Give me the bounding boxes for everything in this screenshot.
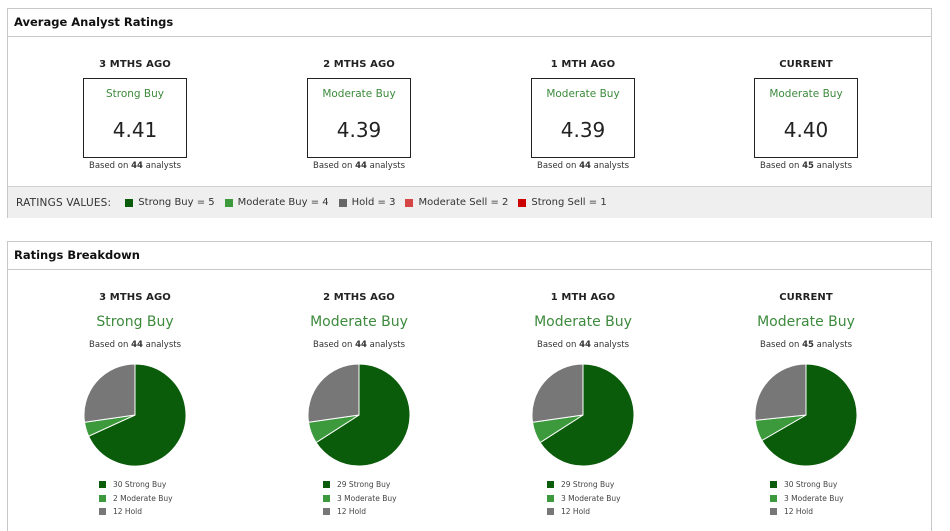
legend-hold: 12 Hold: [770, 505, 844, 519]
rating-score: 4.40: [783, 118, 829, 142]
rating-box: Moderate Buy 4.39: [307, 78, 411, 158]
rating-text: Moderate Buy: [310, 314, 408, 330]
swatch: [224, 198, 233, 207]
legend-strong-buy: 30 Strong Buy: [99, 478, 173, 492]
swatch: [518, 198, 527, 207]
slice-hold: [531, 363, 584, 423]
slice-strong-buy: [539, 363, 635, 467]
rating-text: Strong Buy: [105, 88, 165, 100]
rating-score: 4.39: [336, 118, 382, 142]
period-label: 3 MTHS AGO: [99, 59, 171, 70]
rating-text: Moderate Buy: [769, 88, 843, 100]
ratings-breakdown-panel: Ratings Breakdown 3 MTHS AGO Strong Buy …: [7, 241, 932, 531]
swatch: [405, 198, 414, 207]
rating-text: Moderate Buy: [757, 314, 855, 330]
slice-hold: [754, 363, 807, 421]
legend-strong-buy: 29 Strong Buy: [547, 478, 621, 492]
period-label: 2 MTHS AGO: [323, 292, 395, 303]
pie-chart: [531, 363, 635, 467]
slice-strong-buy: [315, 363, 411, 467]
ratings-values-title: RATINGS VALUES:: [16, 196, 112, 209]
divider: [8, 269, 931, 270]
legend-moderate-buy: 2 Moderate Buy: [99, 492, 173, 506]
period-label: CURRENT: [779, 59, 833, 70]
period-label: 2 MTHS AGO: [323, 59, 395, 70]
rating-score: 4.39: [560, 118, 606, 142]
based-on-text: Based on 44 analysts: [312, 161, 406, 171]
average-ratings-panel: Average Analyst Ratings 3 MTHS AGO Stron…: [7, 8, 932, 218]
legend-moderate-buy: 3 Moderate Buy: [547, 492, 621, 506]
rating-score: 4.41: [112, 118, 158, 142]
based-on-text: Based on 44 analysts: [88, 340, 182, 350]
based-on-text: Based on 45 analysts: [759, 161, 853, 171]
panel-title: Ratings Breakdown: [14, 248, 140, 262]
based-on-text: Based on 44 analysts: [536, 161, 630, 171]
rating-text: Moderate Buy: [546, 88, 620, 100]
pie-legend: 30 Strong Buy 2 Moderate Buy 12 Hold: [99, 478, 173, 519]
legend-hold: 12 Hold: [547, 505, 621, 519]
rating-value-hold: Hold = 3: [338, 197, 395, 208]
ratings-values-bar: RATINGS VALUES: Strong Buy = 5 Moderate …: [8, 186, 931, 218]
rating-text: Strong Buy: [96, 314, 174, 330]
based-on-text: Based on 44 analysts: [88, 161, 182, 171]
avg-column-2-mths-ago: 2 MTHS AGO Moderate Buy 4.39 Based on 44…: [259, 59, 459, 171]
rating-box: Strong Buy 4.41: [83, 78, 187, 158]
rating-box: Moderate Buy 4.40: [754, 78, 858, 158]
period-label: 1 MTH AGO: [550, 292, 616, 303]
rating-text: Moderate Buy: [534, 314, 632, 330]
panel-title: Average Analyst Ratings: [14, 15, 174, 29]
pie-chart: [754, 363, 858, 467]
breakdown-column-2-mths-ago: 2 MTHS AGO Moderate Buy Based on 44 anal…: [259, 292, 459, 522]
avg-column-1-mth-ago: 1 MTH AGO Moderate Buy 4.39 Based on 44 …: [483, 59, 683, 171]
avg-column-current: CURRENT Moderate Buy 4.40 Based on 45 an…: [706, 59, 906, 171]
pie-legend: 30 Strong Buy 3 Moderate Buy 12 Hold: [770, 478, 844, 519]
legend-strong-buy: 29 Strong Buy: [323, 478, 397, 492]
rating-text: Moderate Buy: [322, 88, 396, 100]
based-on-text: Based on 45 analysts: [759, 340, 853, 350]
slice-strong-buy: [87, 363, 187, 467]
pie-chart: [83, 363, 187, 467]
rating-value-strong-sell: Strong Sell = 1: [518, 197, 607, 208]
avg-column-3-mths-ago: 3 MTHS AGO Strong Buy 4.41 Based on 44 a…: [35, 59, 235, 171]
breakdown-column-3-mths-ago: 3 MTHS AGO Strong Buy Based on 44 analys…: [35, 292, 235, 522]
period-label: CURRENT: [779, 292, 833, 303]
rating-value-moderate-sell: Moderate Sell = 2: [405, 197, 508, 208]
legend-moderate-buy: 3 Moderate Buy: [323, 492, 397, 506]
legend-strong-buy: 30 Strong Buy: [770, 478, 844, 492]
slice-hold: [83, 363, 136, 423]
legend-hold: 12 Hold: [323, 505, 397, 519]
based-on-text: Based on 44 analysts: [312, 340, 406, 350]
based-on-text: Based on 44 analysts: [536, 340, 630, 350]
legend-moderate-buy: 3 Moderate Buy: [770, 492, 844, 506]
swatch: [125, 198, 134, 207]
pie-legend: 29 Strong Buy 3 Moderate Buy 12 Hold: [547, 478, 621, 519]
legend-hold: 12 Hold: [99, 505, 173, 519]
rating-value-strong-buy: Strong Buy = 5: [125, 197, 215, 208]
slice-strong-buy: [761, 363, 858, 467]
rating-value-moderate-buy: Moderate Buy = 4: [224, 197, 329, 208]
divider: [8, 36, 931, 37]
period-label: 3 MTHS AGO: [99, 292, 171, 303]
breakdown-column-current: CURRENT Moderate Buy Based on 45 analyst…: [706, 292, 906, 522]
swatch: [338, 198, 347, 207]
pie-chart: [307, 363, 411, 467]
pie-legend: 29 Strong Buy 3 Moderate Buy 12 Hold: [323, 478, 397, 519]
breakdown-column-1-mth-ago: 1 MTH AGO Moderate Buy Based on 44 analy…: [483, 292, 683, 522]
period-label: 1 MTH AGO: [550, 59, 616, 70]
slice-hold: [307, 363, 360, 423]
rating-box: Moderate Buy 4.39: [531, 78, 635, 158]
